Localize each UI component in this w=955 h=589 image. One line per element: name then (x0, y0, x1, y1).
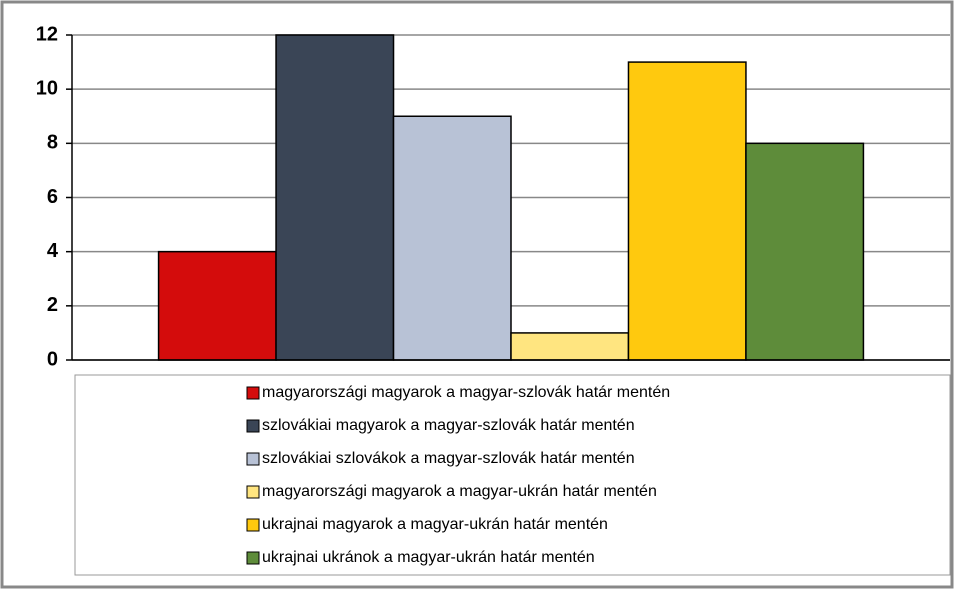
bar (510, 332, 630, 361)
bar (275, 34, 395, 361)
legend-label: ukrajnai ukránok a magyar-ukrán határ me… (262, 549, 595, 566)
y-tick-label: 4 (47, 240, 59, 262)
legend-swatch (246, 452, 260, 466)
y-tick-label: 12 (36, 23, 58, 45)
y-tick-label: 6 (47, 186, 58, 208)
legend-label: ukrajnai magyarok a magyar-ukrán határ m… (262, 516, 608, 533)
bar (627, 61, 747, 361)
legend-swatch (246, 518, 260, 532)
legend-swatch (246, 551, 260, 565)
legend-swatch (246, 386, 260, 400)
y-tick-label: 8 (47, 132, 58, 154)
y-tick-label: 2 (47, 294, 58, 316)
legend-label: magyarországi magyarok a magyar-szlovák … (262, 384, 670, 401)
bar (157, 250, 277, 361)
legend-box (74, 374, 951, 576)
legend-label: magyarországi magyarok a magyar-ukrán ha… (262, 483, 657, 500)
legend-swatch (246, 485, 260, 499)
bar (745, 142, 865, 361)
legend-swatch (246, 419, 260, 433)
bar (392, 115, 512, 361)
y-tick-label: 10 (36, 77, 58, 99)
legend-label: szlovákiai magyarok a magyar-szlovák hat… (262, 417, 635, 434)
legend-label: szlovákiai szlovákok a magyar-szlovák ha… (262, 450, 635, 467)
y-tick-label: 0 (47, 348, 58, 370)
